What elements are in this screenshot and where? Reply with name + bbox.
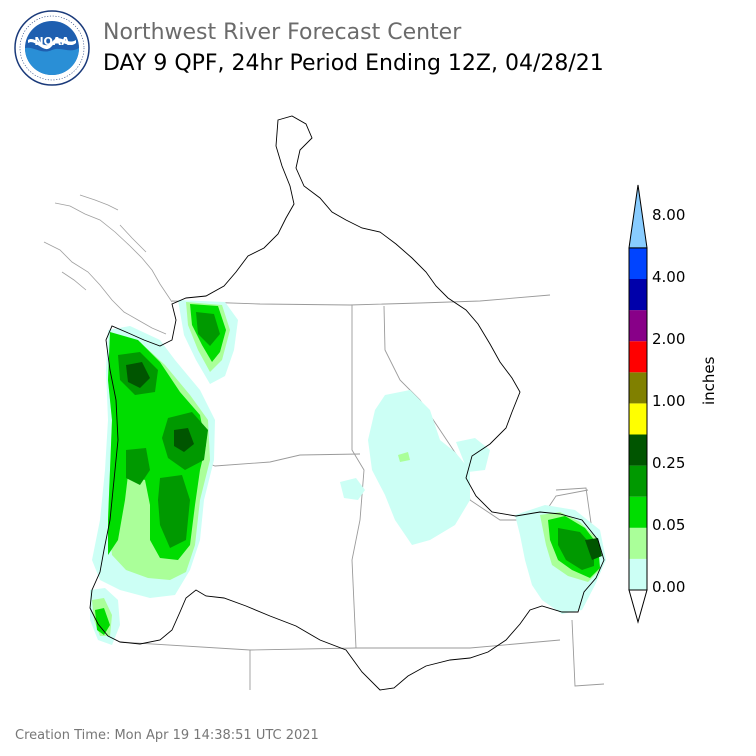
legend-color-cell xyxy=(629,247,647,279)
southern-border xyxy=(119,639,561,651)
legend-arrow-max xyxy=(628,184,648,249)
legend-color-cell xyxy=(629,310,647,342)
legend-tick-label: 4.00 xyxy=(652,268,686,286)
noaa-logo: NOAA xyxy=(14,10,90,86)
legend-tick-label: 0.00 xyxy=(652,578,686,596)
legend-tick-label: 8.00 xyxy=(652,206,686,224)
forecast-center-name: Northwest River Forecast Center xyxy=(103,20,462,45)
precipitation-legend xyxy=(628,184,648,624)
legend-tick-label: 0.25 xyxy=(652,454,686,472)
creation-time: Creation Time: Mon Apr 19 14:38:51 UTC 2… xyxy=(15,728,319,743)
legend-color-cell xyxy=(629,434,647,466)
map-title: DAY 9 QPF, 24hr Period Ending 12Z, 04/28… xyxy=(103,51,604,76)
legend-color-bar xyxy=(628,184,648,624)
legend-color-cell xyxy=(629,465,647,497)
legend-arrow-min xyxy=(628,589,648,624)
precipitation-areas xyxy=(90,300,606,645)
legend-color-cell xyxy=(629,527,647,559)
legend-color-cell xyxy=(629,558,647,590)
legend-units-label: inches xyxy=(700,356,718,405)
canada-coastline xyxy=(43,194,173,335)
legend-tick-label: 0.05 xyxy=(652,516,686,534)
idaho-west-border xyxy=(351,305,365,649)
qpf-map xyxy=(43,115,606,691)
legend-tick-label: 1.00 xyxy=(652,392,686,410)
legend-color-cell xyxy=(629,341,647,373)
legend-color-cell xyxy=(629,279,647,311)
legend-color-cell xyxy=(629,403,647,435)
legend-tick-label: 2.00 xyxy=(652,330,686,348)
legend-color-cell xyxy=(629,496,647,528)
svg-text:NOAA: NOAA xyxy=(34,35,70,48)
legend-color-cell xyxy=(629,372,647,404)
basin-outline xyxy=(89,115,605,691)
us-canada-border xyxy=(171,294,551,306)
